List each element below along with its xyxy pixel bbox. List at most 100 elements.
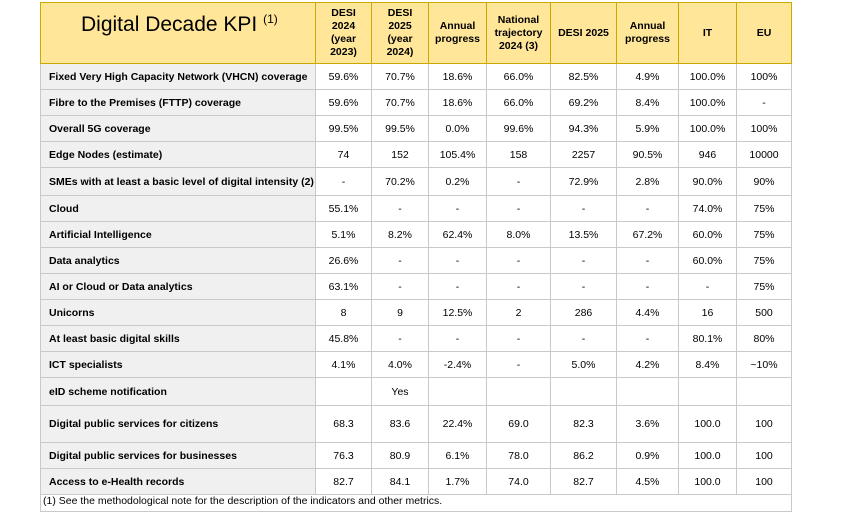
row-label: Unicorns — [40, 299, 316, 326]
table-cell: 69.0 — [486, 405, 551, 443]
table-cell — [550, 377, 617, 406]
row-label: SMEs with at least a basic level of digi… — [40, 167, 316, 196]
table-cell: 99.5% — [371, 115, 429, 142]
table-cell: 75% — [736, 273, 792, 300]
table-cell: 84.1 — [371, 468, 429, 495]
table-row: Artificial Intelligence 5.1% 8.2% 62.4% 8.0%… — [40, 221, 792, 248]
table-cell: 8.0% — [486, 221, 551, 248]
row-label: Cloud — [40, 195, 316, 222]
table-cell: 5.1% — [315, 221, 372, 248]
table-cell: - — [428, 273, 487, 300]
table-cell: - — [486, 325, 551, 352]
table-cell: 70.7% — [371, 63, 429, 90]
kpi-table: Digital Decade KPI (1) DESI 2024 (year 2023… — [40, 2, 792, 512]
table-cell: - — [428, 247, 487, 274]
col-header-annual-progress-eu: Annual progress — [616, 2, 679, 64]
table-cell: 72.9% — [550, 167, 617, 196]
table-cell: 75% — [736, 195, 792, 222]
table-row: Digital public services for citizens 68.3… — [40, 405, 792, 443]
table-cell: 286 — [550, 299, 617, 326]
col-header-line: 2024) — [386, 46, 414, 58]
table-cell: - — [486, 195, 551, 222]
col-header-line: EU — [756, 26, 772, 39]
table-row: Access to e-Health records 82.7 84.1 1.7% 74… — [40, 468, 792, 495]
table-row: SMEs with at least a basic level of digi… — [40, 167, 792, 196]
table-cell: 18.6% — [428, 89, 487, 116]
table-cell: 78.0 — [486, 442, 551, 469]
table-cell: - — [428, 195, 487, 222]
table-cell: 59.6% — [315, 89, 372, 116]
table-cell: 63.1% — [315, 273, 372, 300]
row-label: Data analytics — [40, 247, 316, 274]
table-cell: 8 — [315, 299, 372, 326]
table-cell: 68.3 — [315, 405, 372, 443]
table-row: Overall 5G coverage 99.5% 99.5% 0.0% 99.6% 94… — [40, 115, 792, 142]
table-cell: 18.6% — [428, 63, 487, 90]
table-cell: 62.4% — [428, 221, 487, 248]
row-label: Artificial Intelligence — [40, 221, 316, 248]
col-header-desi-2025: DESI 2025 (year 2024) — [371, 2, 429, 64]
table-cell: 4.2% — [616, 351, 679, 378]
table-row: ICT specialists 4.1% 4.0% -2.4% -5.0% 4.2% 8.4… — [40, 351, 792, 378]
col-header-line: (year — [387, 33, 413, 45]
table-cell: - — [616, 247, 679, 274]
table-cell: 8.4% — [616, 89, 679, 116]
col-header-line: progress — [625, 33, 670, 45]
title-footnote-mark: (1) — [263, 12, 278, 26]
col-header-it: IT — [678, 2, 737, 64]
table-cell: 100.0% — [678, 89, 737, 116]
table-cell — [486, 377, 551, 406]
table-cell: 75% — [736, 247, 792, 274]
table-cell: 100 — [736, 405, 792, 443]
table-cell: 16 — [678, 299, 737, 326]
table-cell: 8.2% — [371, 221, 429, 248]
table-cell: - — [736, 89, 792, 116]
col-header-line: IT — [702, 26, 713, 39]
row-label: Access to e-Health records — [40, 468, 316, 495]
table-cell: - — [486, 247, 551, 274]
table-cell: 3.6% — [616, 405, 679, 443]
col-header-line: 2024 — [331, 20, 356, 32]
table-cell: 66.0% — [486, 89, 551, 116]
table-cell: 90.5% — [616, 141, 679, 168]
col-header-line: Annual — [629, 20, 666, 32]
row-label: ICT specialists — [40, 351, 316, 378]
header-row: Digital Decade KPI (1) DESI 2024 (year 2023… — [40, 2, 792, 64]
table-cell: 5.0% — [550, 351, 617, 378]
table-cell: - — [616, 195, 679, 222]
row-label: Edge Nodes (estimate) — [40, 141, 316, 168]
col-header-line: 2025 — [388, 20, 412, 32]
table-cell: 100.0% — [678, 115, 737, 142]
table-cell: 9 — [371, 299, 429, 326]
table-cell — [616, 377, 679, 406]
table-cell: - — [371, 325, 429, 352]
table-cell: 12.5% — [428, 299, 487, 326]
table-cell: 99.6% — [486, 115, 551, 142]
table-cell: -2.4% — [428, 351, 487, 378]
table-row: Fixed Very High Capacity Network (VHCN) … — [40, 63, 792, 90]
table-cell: 59.6% — [315, 63, 372, 90]
table-cell: 100.0% — [678, 63, 737, 90]
table-cell: Yes — [371, 377, 429, 406]
table-title-text: Digital Decade KPI — [81, 13, 258, 36]
table-cell — [678, 377, 737, 406]
table-cell: 83.6 — [371, 405, 429, 443]
table-cell: 82.3 — [550, 405, 617, 443]
table-cell: 82.5% — [550, 63, 617, 90]
table-cell: 100% — [736, 63, 792, 90]
col-header-line: progress — [435, 33, 480, 45]
table-cell: 158 — [486, 141, 551, 168]
table-cell: 90% — [736, 167, 792, 196]
row-label: Overall 5G coverage — [40, 115, 316, 142]
table-cell: ~10% — [736, 351, 792, 378]
row-label: At least basic digital skills — [40, 325, 316, 352]
col-header-annual-progress: Annual progress — [428, 2, 487, 64]
table-cell: 4.0% — [371, 351, 429, 378]
table-cell: 100 — [736, 442, 792, 469]
col-header-desi-2025-eu: DESI 2025 — [550, 2, 617, 64]
col-header-line: DESI — [331, 7, 356, 19]
table-cell: 82.7 — [550, 468, 617, 495]
table-cell: 99.5% — [315, 115, 372, 142]
table-cell: 100 — [736, 468, 792, 495]
table-cell: 60.0% — [678, 247, 737, 274]
